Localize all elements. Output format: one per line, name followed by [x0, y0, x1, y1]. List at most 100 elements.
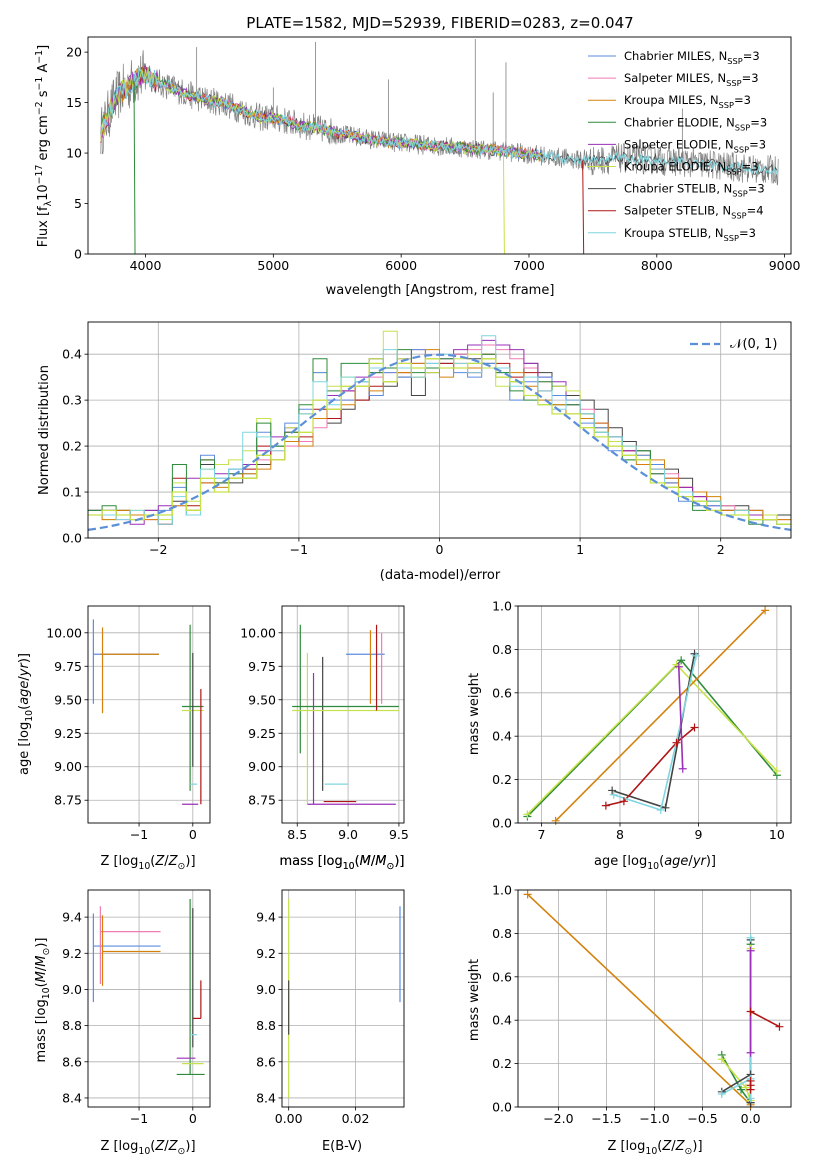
y-tick-label: 8.6	[62, 1054, 82, 1069]
weight-marker	[678, 764, 687, 773]
axes-frame	[87, 321, 792, 539]
x-tick-label: 8	[616, 827, 624, 842]
y-tick-label: 0.0	[492, 1100, 512, 1115]
scatter-axes: −1 0 8.4 8.6 8.8 9.0 9.2 9.4	[62, 889, 211, 1126]
grid	[518, 605, 791, 824]
legend-label: Kroupa ELODIE, NSSP=3	[624, 160, 759, 177]
grid	[282, 890, 404, 1107]
normal-curve	[88, 353, 791, 531]
plot-area	[288, 899, 401, 1098]
spectrum-legend: Chabrier MILES, NSSP=3 Salpeter MILES, NS…	[588, 49, 767, 243]
y-axis-label: Flux [fλ10−17 erg cm−2 s−1 A−1]	[34, 45, 54, 247]
y-tick-label: 9.25	[248, 726, 276, 741]
weight-marker	[523, 810, 532, 819]
weight-marker	[523, 890, 532, 899]
weight-line	[611, 653, 696, 809]
plot-area	[100, 39, 779, 254]
y-tick-label: 9.4	[62, 910, 82, 925]
grid	[282, 606, 404, 823]
axes-frame	[281, 889, 405, 1108]
x-axis-label: age [log10(age/yr)]	[594, 854, 716, 872]
x-tick-label: 9000	[769, 258, 801, 273]
ticks: 8.5 9.0 9.5 8.75 9.00 9.25 9.50 9.75 10.00	[240, 625, 409, 842]
plot-area	[92, 619, 204, 805]
x-tick-label: 10	[769, 827, 785, 842]
weight-marker	[609, 790, 618, 799]
y-tick-label: 9.25	[54, 726, 82, 741]
plot-area	[92, 899, 205, 1076]
x-tick-label: 5000	[257, 258, 289, 273]
y-tick-label: 0.0	[62, 531, 82, 546]
x-tick-label: −2.0	[543, 1111, 573, 1126]
y-tick-label: 0.8	[492, 926, 512, 941]
x-tick-label: 4000	[130, 258, 162, 273]
x-axis-label: E(B-V)	[322, 1139, 362, 1154]
weight-line	[721, 944, 752, 1106]
plot-area	[527, 893, 780, 1106]
y-tick-label: 15	[66, 95, 82, 110]
weight-marker	[690, 649, 699, 658]
y-tick-label: 8.6	[256, 1054, 276, 1069]
ticks: 7 8 9 10 0.0 0.2 0.4 0.6 0.8 1.0	[492, 599, 785, 843]
scatter-axes: 8.5 9.0 9.5 8.75 9.00 9.25 9.50 9.75 10.00	[240, 605, 409, 842]
y-tick-label: 0.4	[62, 347, 82, 362]
legend-label: 𝒩(0, 1)	[730, 337, 777, 352]
x-axis-label: (data-model)/error	[380, 568, 501, 583]
weight-line	[527, 893, 752, 1106]
x-tick-label: 2	[717, 542, 725, 557]
weight-marker	[772, 766, 781, 775]
x-tick-label: 8.5	[287, 827, 307, 842]
legend-label: Salpeter MILES, NSSP=3	[624, 71, 759, 88]
x-axis-label: mass [log10(M/M⊙)]	[280, 854, 405, 872]
ticks: −1 0 8.75 9.00 9.25 9.50 9.75 10.00	[46, 625, 197, 842]
x-tick-label: −1	[290, 542, 308, 557]
y-axis-label: age [log10(age/yr)]	[17, 653, 35, 775]
weight-line	[721, 937, 752, 1099]
x-tick-label: −2	[149, 542, 167, 557]
weight-marker	[761, 606, 770, 615]
x-tick-label: 9.0	[338, 827, 358, 842]
legend-label: Chabrier STELIB, NSSP=3	[624, 182, 765, 199]
weight-marker	[775, 1022, 784, 1031]
axes-frame	[281, 605, 405, 824]
weight-marker	[656, 805, 665, 814]
y-tick-label: 0.8	[492, 642, 512, 657]
y-tick-label: 20	[66, 45, 82, 60]
x-axis-label: Z [log10(Z/Z⊙)]	[100, 1139, 195, 1157]
weight-marker	[672, 738, 681, 747]
weight-line	[555, 609, 766, 822]
plot-area	[526, 609, 778, 822]
y-tick-label: 0	[74, 247, 82, 262]
weight-axes: −2.0 −1.5 −1.0 −0.5 0.0 0.0 0.2 0.4 0.6 0.8 1.0	[492, 883, 792, 1126]
weight-line	[721, 939, 752, 1103]
plot-area	[292, 624, 399, 805]
y-tick-label: 9.50	[54, 692, 82, 707]
weight-marker	[601, 801, 610, 810]
y-tick-label: 0.2	[62, 439, 82, 454]
y-tick-label: 0.4	[492, 1013, 512, 1028]
y-tick-label: 1.0	[492, 599, 512, 614]
y-tick-label: 0.1	[62, 485, 82, 500]
legend-label: Chabrier ELODIE, NSSP=3	[624, 115, 767, 132]
axes-frame	[87, 889, 211, 1108]
y-tick-label: 10	[66, 146, 82, 161]
weight-marker	[692, 651, 701, 660]
weight-marker	[619, 797, 628, 806]
y-tick-label: 9.0	[256, 982, 276, 997]
x-tick-label: 0	[189, 827, 197, 842]
y-tick-label: 9.4	[256, 910, 276, 925]
y-tick-label: 8.75	[248, 793, 276, 808]
weight-marker	[608, 786, 617, 795]
weight-line	[678, 666, 684, 769]
legend-label: Kroupa STELIB, NSSP=3	[624, 226, 756, 243]
y-tick-label: 0.6	[492, 969, 512, 984]
spectrum-dip	[133, 81, 136, 254]
weight-line	[526, 659, 778, 818]
y-axis-label: mass weight	[467, 673, 482, 755]
x-tick-label: 0.02	[342, 1111, 370, 1126]
axes-frame	[87, 605, 211, 824]
scatter-axes: 0.00 0.02 8.4 8.6 8.8 9.0 9.2 9.4	[256, 889, 405, 1126]
x-tick-label: 8000	[641, 258, 673, 273]
axes-frame	[517, 889, 792, 1108]
y-tick-label: 9.75	[248, 659, 276, 674]
